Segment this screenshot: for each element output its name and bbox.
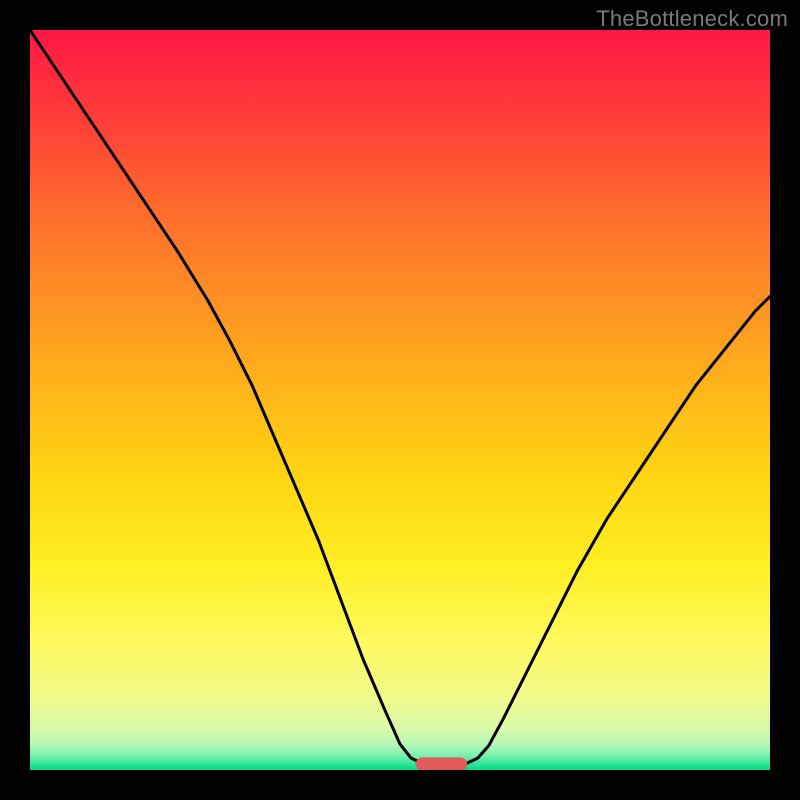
- watermark-text: TheBottleneck.com: [596, 6, 788, 32]
- gradient-background: [30, 30, 770, 770]
- bottleneck-chart: [0, 0, 800, 800]
- optimum-marker: [416, 757, 468, 770]
